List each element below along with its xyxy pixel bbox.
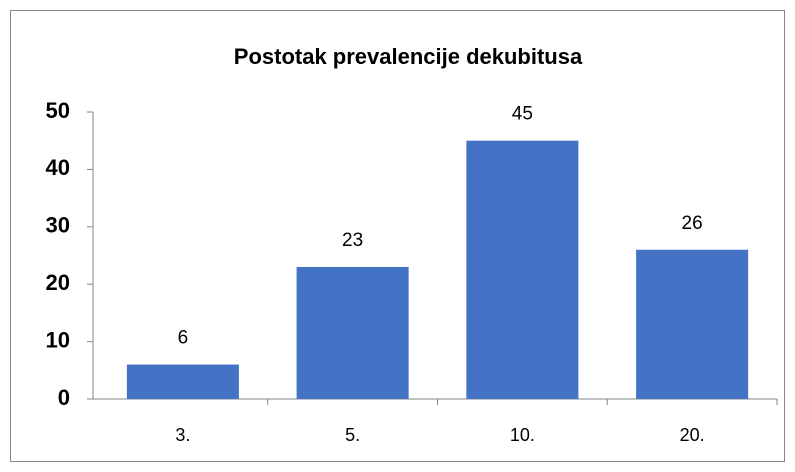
x-tick-label: 5. [345, 425, 360, 445]
data-label: 23 [342, 230, 363, 251]
data-label: 6 [178, 328, 189, 349]
bar [466, 140, 579, 399]
x-tick-label: 3. [175, 425, 190, 445]
data-label: 26 [682, 213, 703, 234]
y-tick-label: 30 [46, 213, 70, 238]
y-tick-label: 40 [46, 155, 70, 180]
y-tick-label: 0 [58, 385, 70, 410]
y-tick-label: 10 [46, 327, 70, 352]
bar [126, 364, 239, 399]
x-tick-label: 10. [510, 425, 535, 445]
y-tick-label: 20 [46, 270, 70, 295]
y-tick-label: 50 [46, 98, 70, 123]
chart-title: Postotak prevalencije dekubitusa [234, 44, 583, 69]
x-tick-label: 20. [680, 425, 705, 445]
bar [636, 249, 749, 399]
data-label: 45 [512, 104, 533, 125]
bar [296, 266, 409, 399]
